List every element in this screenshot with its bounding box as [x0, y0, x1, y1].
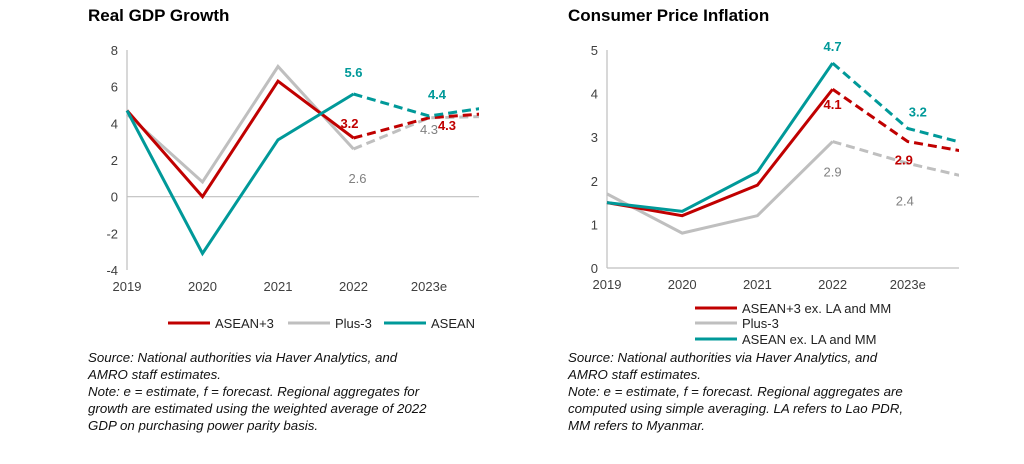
- gdp-y-tick-label: -4: [106, 263, 118, 278]
- gdp-series-line: [125, 79, 355, 200]
- gdp-x-tick-label: 2023e: [411, 279, 447, 294]
- cpi-y-tick-label: 4: [591, 87, 598, 102]
- gdp-data-label: 3.2: [340, 116, 358, 131]
- cpi-y-tick-label: 1: [591, 217, 598, 232]
- cpi-note-3: MM refers to Myanmar.: [568, 418, 705, 433]
- gdp-note-3: GDP on purchasing power parity basis.: [88, 418, 319, 433]
- cpi-legend-label: ASEAN+3 ex. LA and MM: [742, 301, 891, 316]
- cpi-series-line: [606, 88, 834, 218]
- gdp-source-2: AMRO staff estimates.: [88, 367, 222, 382]
- cpi-x-tick-label: 2019: [593, 277, 622, 292]
- cpi-y-tick-label: 3: [591, 130, 598, 145]
- gdp-x-tick-label: 2019: [113, 279, 142, 294]
- gdp-y-tick-label: -2: [106, 226, 118, 241]
- gdp-legend-label: Plus-3: [335, 316, 372, 331]
- cpi-data-label: 2.9: [824, 165, 842, 180]
- gdp-legend-label: ASEAN: [431, 316, 475, 331]
- gdp-series-line: [125, 92, 355, 257]
- cpi-data-label: 4.7: [824, 39, 842, 54]
- gdp-y-tick-label: 2: [111, 153, 118, 168]
- cpi-x-tick-label: 2021: [743, 277, 772, 292]
- gdp-series-forecast-line: [353, 92, 479, 118]
- cpi-series-line: [606, 140, 834, 235]
- gdp-y-tick-label: 4: [111, 116, 118, 131]
- cpi-x-tick-label: 2020: [668, 277, 697, 292]
- gdp-chart-title: Real GDP Growth: [88, 6, 230, 25]
- gdp-series-forecast-line: [353, 112, 479, 140]
- gdp-source: Source: National authorities via Haver A…: [88, 350, 398, 365]
- gdp-data-label: 5.6: [344, 65, 362, 80]
- cpi-legend-label: Plus-3: [742, 316, 779, 331]
- cpi-series-forecast-line: [831, 88, 959, 152]
- gdp-data-label: 4.3: [438, 118, 456, 133]
- gdp-notes: Source: National authorities via Haver A…: [88, 349, 508, 434]
- gdp-note-1: Note: e = estimate, f = forecast. Region…: [88, 384, 420, 399]
- cpi-data-label: 4.1: [824, 97, 842, 112]
- gdp-data-label: 2.6: [348, 171, 366, 186]
- gdp-x-tick-label: 2021: [264, 279, 293, 294]
- cpi-x-tick-label: 2023e: [890, 277, 926, 292]
- gdp-x-tick-label: 2022: [339, 279, 368, 294]
- cpi-data-label: 2.4: [896, 193, 914, 208]
- gdp-data-label: 4.4: [428, 87, 447, 102]
- gdp-y-tick-label: 0: [111, 190, 118, 205]
- cpi-data-label: 3.2: [909, 104, 927, 119]
- cpi-y-tick-label: 0: [591, 261, 598, 276]
- gdp-series-line: [125, 64, 355, 185]
- cpi-y-tick-label: 2: [591, 174, 598, 189]
- cpi-chart-title: Consumer Price Inflation: [568, 6, 770, 25]
- gdp-data-label: 4.3: [420, 122, 438, 137]
- cpi-source: Source: National authorities via Haver A…: [568, 350, 878, 365]
- cpi-data-label: 2.9: [895, 153, 913, 168]
- cpi-series-forecast-line: [831, 61, 959, 144]
- gdp-y-tick-label: 8: [111, 43, 118, 58]
- cpi-y-tick-label: 5: [591, 43, 598, 58]
- gdp-y-tick-label: 6: [111, 80, 118, 95]
- cpi-source-2: AMRO staff estimates.: [568, 367, 702, 382]
- cpi-note-1: Note: e = estimate, f = forecast. Region…: [568, 384, 903, 399]
- gdp-x-tick-label: 2020: [188, 279, 217, 294]
- cpi-legend-label: ASEAN ex. LA and MM: [742, 332, 876, 347]
- cpi-note-2: computed using simple averaging. LA refe…: [568, 401, 904, 416]
- gdp-note-2: growth are estimated using the weighted …: [88, 401, 427, 416]
- cpi-x-tick-label: 2022: [818, 277, 847, 292]
- cpi-series-line: [606, 62, 834, 213]
- cpi-notes: Source: National authorities via Haver A…: [568, 349, 988, 434]
- gdp-legend-label: ASEAN+3: [215, 316, 274, 331]
- cpi-series-forecast-line: [832, 140, 959, 177]
